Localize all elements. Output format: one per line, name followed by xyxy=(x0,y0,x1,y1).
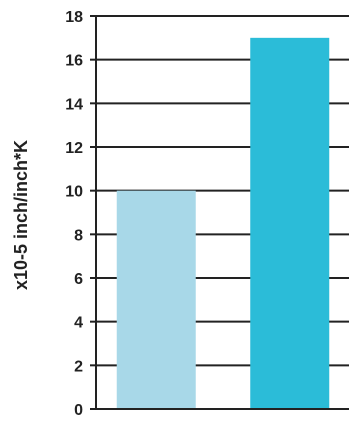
bar xyxy=(116,190,196,409)
y-tick-label: 8 xyxy=(74,227,83,244)
bars xyxy=(116,37,330,409)
y-tick-label: 14 xyxy=(65,96,83,113)
y-tick-label: 6 xyxy=(74,271,83,288)
y-tick-label: 18 xyxy=(65,9,83,26)
y-tick-label: 4 xyxy=(74,315,83,332)
y-tick-label: 12 xyxy=(65,140,83,157)
y-tick-label: 10 xyxy=(65,184,83,201)
y-axis-label: x10-5 inch/inch*K xyxy=(11,140,31,290)
bar xyxy=(250,37,330,409)
y-tick-labels: 0 2 4 6 8 10 12 14 16 18 xyxy=(65,9,83,419)
axes xyxy=(90,15,349,410)
y-tick-label: 2 xyxy=(74,358,83,375)
y-tick-label: 16 xyxy=(65,53,83,70)
y-tick-label: 0 xyxy=(74,402,83,419)
